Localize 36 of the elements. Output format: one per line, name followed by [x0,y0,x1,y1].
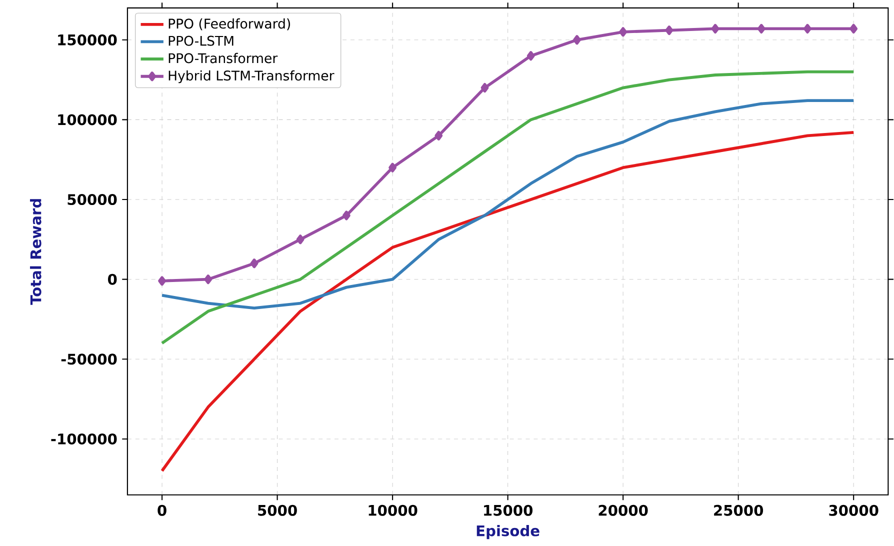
point [665,26,674,36]
point [434,131,443,141]
x-tick-label: 30000 [829,505,878,516]
y-tick-label: 150000 [58,34,117,46]
y-axis-title: Total Reward [30,199,42,306]
x-tick-label: 20000 [598,505,648,516]
point [296,234,304,244]
x-tick-label: 10000 [368,505,418,516]
legend-label: Hybrid LSTM-Transformer [168,70,334,84]
line-series [160,99,856,310]
x-tick-label: 25000 [714,505,764,516]
point [804,24,812,34]
point [526,51,535,61]
y-tick-label: 100000 [58,114,117,126]
point [573,35,581,45]
point [850,24,858,34]
y-tick-label: 0 [108,274,117,286]
legend-label: PPO (Feedforward) [168,18,290,30]
point [757,24,766,34]
point [480,83,489,93]
point [711,24,720,34]
x-tick-label: 15000 [484,505,533,516]
y-tick-label: 50000 [68,194,117,206]
y-tick-label: -100000 [51,434,117,445]
point [158,276,166,286]
x-tick-label: 0 [158,505,166,516]
point [342,210,350,220]
legend-label: PPO-Transformer [168,53,278,64]
legend-label: PPO-LSTM [168,36,234,46]
x-tick-label: 5000 [258,505,297,516]
point [250,258,258,268]
point [619,27,628,37]
point [204,274,212,284]
point [388,163,397,173]
y-tick-label: -50000 [61,354,117,365]
x-axis-title: Episode [476,525,540,540]
